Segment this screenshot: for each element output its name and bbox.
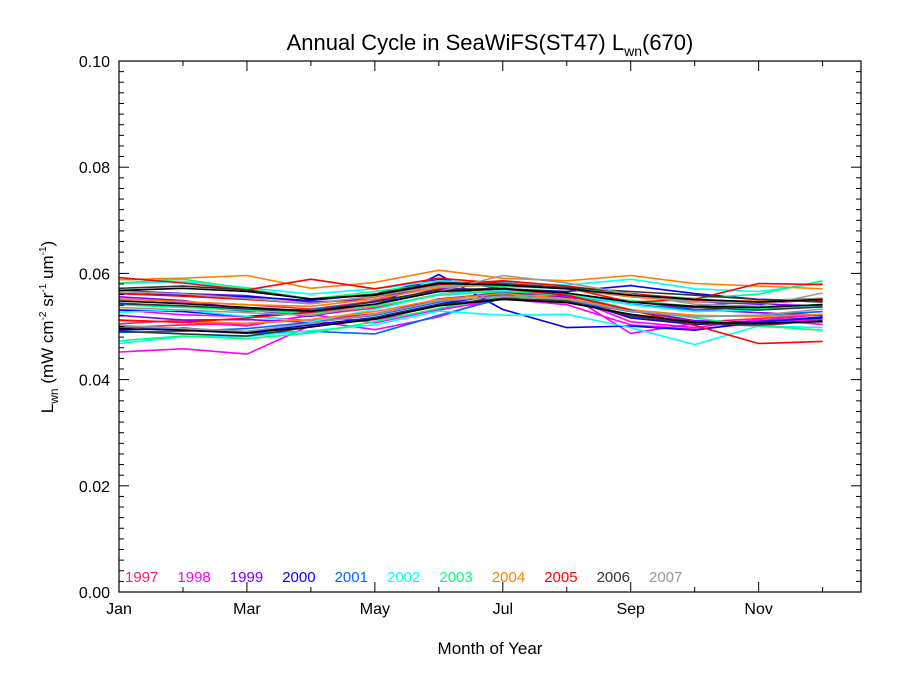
series-line-2002-15 xyxy=(118,310,823,346)
y-label-close: ) xyxy=(38,241,57,247)
series-line-2004-21 xyxy=(118,269,823,290)
legend-entry-2001: 2001 xyxy=(335,569,368,586)
chart-title: Annual Cycle in SeaWiFS(ST47) Lwn(670) xyxy=(287,30,694,59)
chart-title-main: Annual Cycle in SeaWiFS(ST47) L xyxy=(287,30,624,55)
legend-entry-2004: 2004 xyxy=(492,569,525,586)
legend: 1997 1998 1999 2000 2001 2002 2003 2004 2005 2006… xyxy=(125,569,682,586)
legend-entry-1999: 1999 xyxy=(230,569,263,586)
y-axis-label: Lwn (mW cm-2 sr-1 um-1) xyxy=(38,241,61,413)
y-tick-label: 0.00 xyxy=(79,585,110,602)
y-label-sup3: -1 xyxy=(38,246,49,255)
legend-entry-2003: 2003 xyxy=(439,569,472,586)
series-line-2006-28 xyxy=(118,297,823,337)
y-tick-label: 0.08 xyxy=(79,160,110,177)
chart-title-tail: (670) xyxy=(642,30,693,55)
y-label-units: (mW cm xyxy=(38,320,57,388)
x-tick-label: Mar xyxy=(233,601,261,618)
y-label-sup1: -2 xyxy=(38,311,49,320)
legend-entry-2006: 2006 xyxy=(597,569,630,586)
x-tick-label: Sep xyxy=(616,601,645,618)
series-line-2007-32 xyxy=(118,284,823,305)
plot-lines xyxy=(118,269,823,355)
x-tick-label: May xyxy=(360,601,390,618)
x-tick-label: Nov xyxy=(744,601,772,618)
series-line-2002-17 xyxy=(118,289,823,323)
plot-frame xyxy=(118,60,862,593)
x-axis-label: Month of Year xyxy=(438,639,543,658)
overlay-line-2 xyxy=(118,298,823,334)
y-label-um: um xyxy=(38,255,57,283)
y-tick-label: 0.10 xyxy=(79,54,110,71)
y-label-l: L xyxy=(38,404,57,413)
series-line-2004-23 xyxy=(118,292,823,325)
overlay-line-0 xyxy=(118,282,823,303)
y-label-sub: wn xyxy=(47,388,61,404)
y-tick-label: 0.06 xyxy=(79,266,110,283)
legend-entry-2002: 2002 xyxy=(387,569,420,586)
x-tick-label: Jul xyxy=(493,601,513,618)
y-tick-label: 0.02 xyxy=(79,479,110,496)
legend-entry-1997: 1997 xyxy=(125,569,158,586)
series-line-2006-29 xyxy=(118,287,823,313)
y-label-sup2: -1 xyxy=(38,283,49,292)
overlay-line-1 xyxy=(118,287,823,312)
y-tick-label: 0.04 xyxy=(79,373,110,390)
legend-entry-2007: 2007 xyxy=(649,569,682,586)
legend-entry-2005: 2005 xyxy=(544,569,577,586)
chart-title-subscript: wn xyxy=(623,43,642,59)
series-line-2007-31 xyxy=(118,295,823,333)
y-label-sr: sr xyxy=(38,292,57,311)
x-tick-label: Jan xyxy=(106,601,132,618)
legend-entry-2000: 2000 xyxy=(282,569,315,586)
legend-entry-1998: 1998 xyxy=(177,569,210,586)
axis-ticks: Jan Mar May Jul Sep Nov 0.00 0.02 0.04 0.06 0.08 0.… xyxy=(79,54,861,618)
